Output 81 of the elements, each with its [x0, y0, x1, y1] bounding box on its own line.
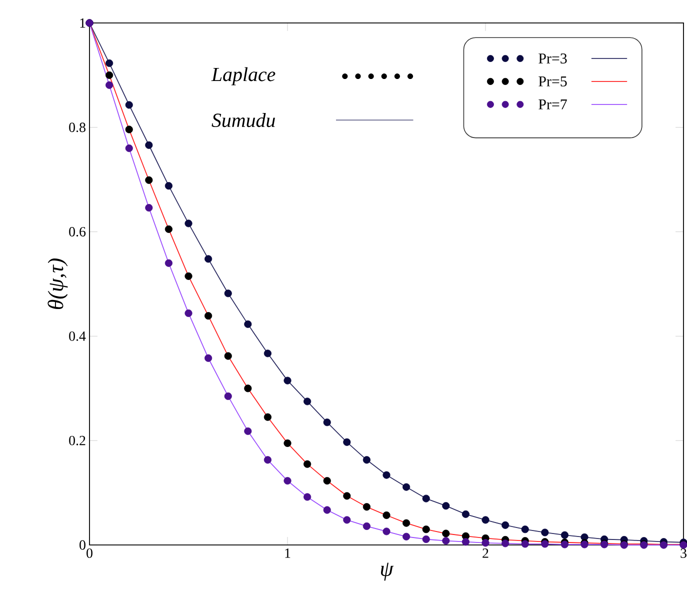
point [402, 519, 410, 527]
y-tick-label: 0.6 [69, 227, 86, 237]
point [541, 528, 549, 536]
point [382, 511, 390, 520]
annotation: Sumudu [212, 113, 275, 128]
point [164, 225, 172, 233]
point [442, 530, 450, 538]
point [362, 522, 370, 530]
point [204, 312, 212, 320]
point [402, 483, 410, 491]
point [184, 220, 192, 228]
point [462, 538, 470, 546]
point [343, 438, 351, 446]
point [422, 526, 430, 534]
point [560, 531, 568, 539]
point [125, 144, 133, 152]
point [422, 535, 430, 544]
point [224, 352, 232, 360]
point [125, 126, 133, 134]
point [323, 506, 331, 514]
point [502, 521, 510, 529]
point [145, 176, 153, 184]
point [462, 510, 470, 518]
point [164, 259, 172, 267]
point [323, 418, 331, 426]
point [184, 309, 192, 317]
point [224, 392, 232, 400]
point [442, 502, 450, 510]
point [224, 290, 232, 298]
point [362, 503, 370, 511]
y-tick-label: 0.2 [69, 436, 86, 446]
point [343, 516, 351, 524]
point [264, 350, 272, 358]
point [106, 81, 114, 89]
point [362, 456, 370, 464]
point [482, 516, 490, 524]
point [304, 398, 312, 406]
x-tick-label: 3 [680, 548, 686, 558]
point [402, 532, 410, 540]
x-tick-label: 2 [482, 548, 488, 558]
point [422, 494, 430, 502]
point [244, 427, 252, 435]
point [106, 59, 114, 67]
point [244, 320, 252, 328]
y-tick-label: 1 [80, 18, 86, 28]
point [204, 255, 212, 263]
point [502, 540, 510, 548]
point [284, 476, 292, 485]
point [106, 71, 114, 79]
legend-label: Pr=5 [538, 76, 567, 86]
point [284, 439, 292, 447]
x-tick-label: 1 [285, 548, 290, 558]
point [343, 492, 351, 500]
point [284, 376, 292, 384]
legend-label: Pr=3 [538, 53, 567, 64]
point [482, 539, 490, 547]
point [145, 141, 153, 149]
y-tick-label: 0.4 [69, 331, 86, 341]
point [323, 476, 331, 485]
point [264, 456, 272, 464]
point [184, 272, 192, 280]
point [521, 526, 529, 534]
y-axis-title: θ(ψ,τ) [48, 258, 68, 310]
y-tick-label: 0.8 [69, 122, 86, 132]
point [244, 384, 252, 392]
point [304, 460, 312, 468]
point [382, 471, 390, 479]
legend-label: Pr=7 [538, 100, 567, 110]
x-tick-label: 0 [86, 548, 92, 558]
point [164, 182, 172, 190]
point [145, 204, 153, 212]
point [521, 540, 529, 548]
point [204, 354, 212, 362]
point [382, 528, 390, 536]
point [442, 537, 450, 545]
point [304, 493, 312, 501]
annotation: Laplace [211, 67, 276, 86]
x-axis-title: ψ [381, 562, 394, 581]
point [125, 101, 133, 109]
y-tick-label: 0 [80, 540, 86, 550]
point [264, 413, 272, 421]
